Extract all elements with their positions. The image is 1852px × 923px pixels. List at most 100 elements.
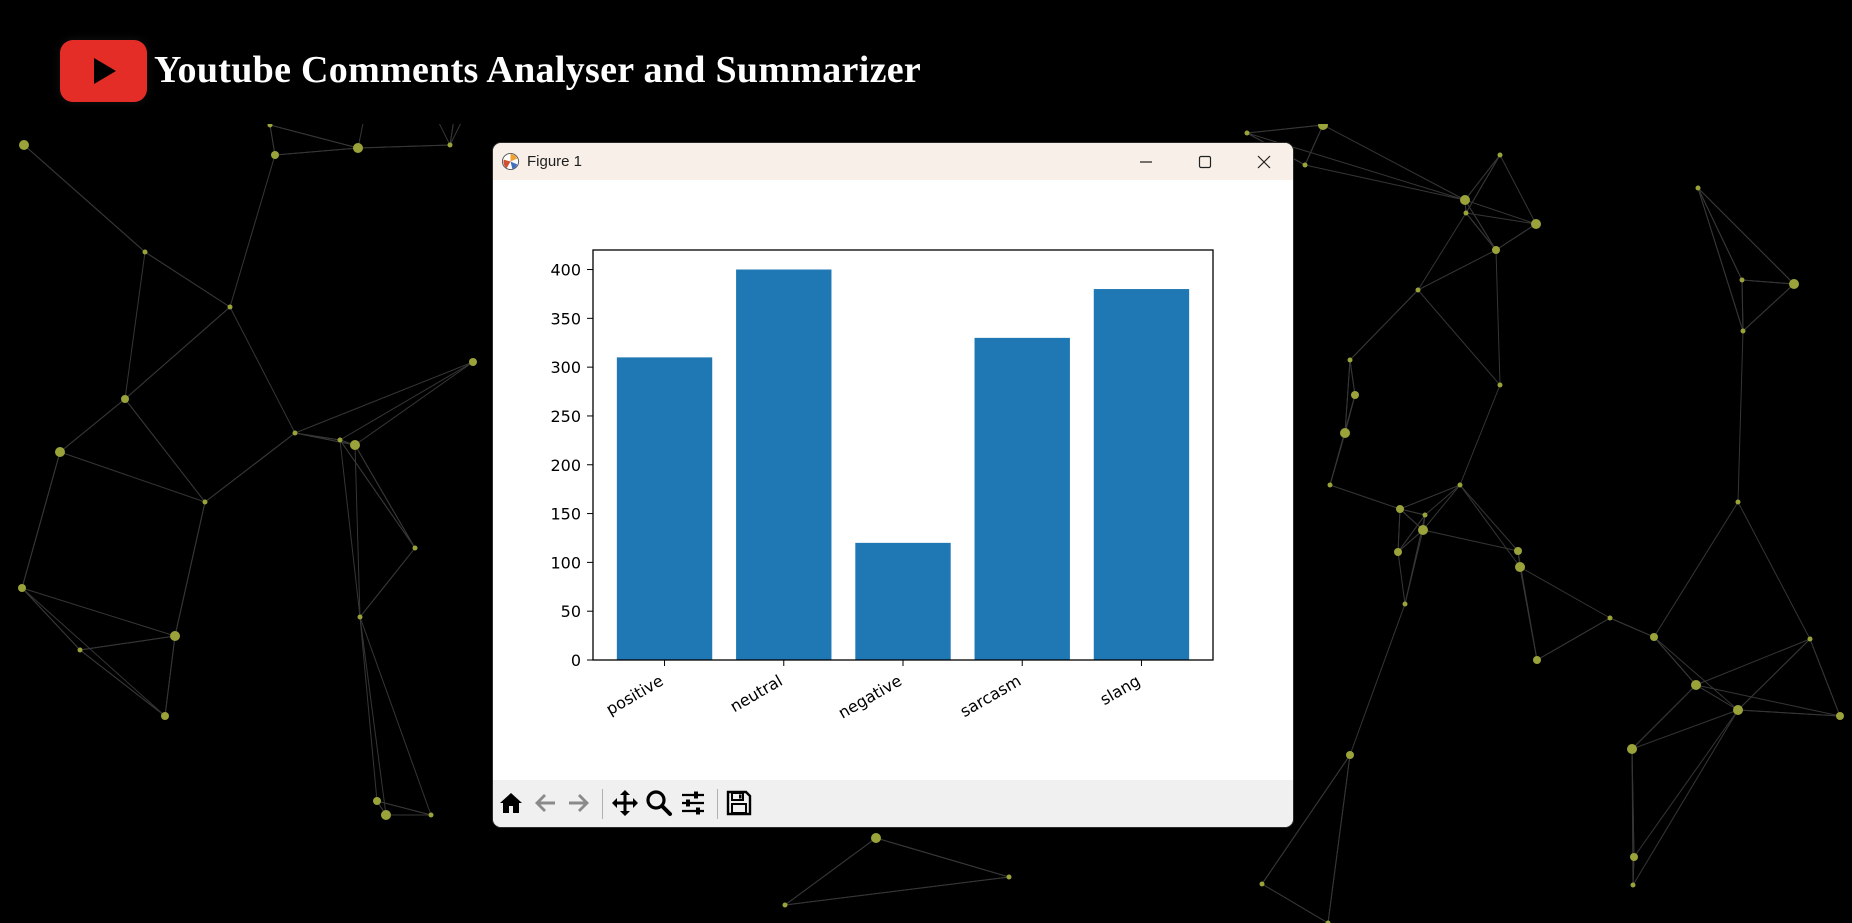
network-node xyxy=(1327,482,1333,488)
toolbar-separator xyxy=(602,789,603,819)
network-node xyxy=(350,440,360,450)
network-node xyxy=(1607,615,1613,621)
y-tick-label: 100 xyxy=(550,553,581,572)
maximize-button[interactable] xyxy=(1176,143,1234,180)
network-node xyxy=(1735,499,1741,505)
network-node xyxy=(1418,525,1428,535)
network-node xyxy=(1351,391,1359,399)
network-node xyxy=(1415,287,1421,293)
network-node xyxy=(412,545,418,551)
network-node xyxy=(353,143,363,153)
network-node xyxy=(1691,680,1701,690)
network-node xyxy=(1422,512,1428,518)
network-node xyxy=(1346,751,1354,759)
network-node xyxy=(1515,562,1525,572)
network-node xyxy=(1259,881,1265,887)
configure-subplots-button[interactable] xyxy=(678,788,708,818)
configure-subplots-icon xyxy=(682,791,704,815)
y-tick-label: 0 xyxy=(571,651,581,670)
forward-button[interactable] xyxy=(564,788,594,818)
network-node xyxy=(1492,246,1500,254)
network-node xyxy=(381,810,391,820)
y-tick-label: 200 xyxy=(550,456,581,475)
forward-arrow-icon xyxy=(569,794,589,812)
x-tick-label: negative xyxy=(835,671,905,722)
close-icon xyxy=(1257,155,1271,168)
network-node xyxy=(202,499,208,505)
network-node xyxy=(1460,195,1470,205)
save-icon xyxy=(726,790,752,816)
back-arrow-icon xyxy=(535,794,555,812)
pan-icon xyxy=(612,790,638,816)
network-node xyxy=(1533,656,1541,664)
network-node xyxy=(121,395,129,403)
network-node xyxy=(1740,328,1746,334)
toolbar-separator xyxy=(717,789,718,819)
app-title: Youtube Comments Analyser and Summarizer xyxy=(154,49,922,91)
window-titlebar[interactable]: Figure 1 xyxy=(493,143,1293,180)
network-node xyxy=(1463,210,1469,216)
y-tick-label: 350 xyxy=(550,309,581,328)
network-node xyxy=(55,447,65,457)
network-node xyxy=(1627,744,1637,754)
x-tick-label: slang xyxy=(1097,671,1144,709)
network-node xyxy=(1695,185,1701,191)
pan-button[interactable] xyxy=(610,788,640,818)
network-node xyxy=(1325,920,1331,923)
network-node xyxy=(1739,277,1745,283)
network-node xyxy=(19,140,29,150)
network-node xyxy=(1836,712,1844,720)
network-node xyxy=(1347,357,1353,363)
network-node xyxy=(170,631,180,641)
network-node xyxy=(77,647,83,653)
y-tick-label: 250 xyxy=(550,407,581,426)
network-node xyxy=(428,812,434,818)
app-header: Youtube Comments Analyser and Summarizer xyxy=(0,0,1852,124)
maximize-icon xyxy=(1198,155,1212,168)
network-node xyxy=(1340,428,1350,438)
network-node xyxy=(447,142,453,148)
bar-neutral xyxy=(736,269,832,660)
network-node xyxy=(357,614,363,620)
minimize-icon xyxy=(1140,160,1152,163)
close-button[interactable] xyxy=(1235,143,1293,180)
y-tick-label: 150 xyxy=(550,505,581,524)
network-node xyxy=(469,358,477,366)
network-node xyxy=(1497,152,1503,158)
home-button[interactable] xyxy=(496,788,526,818)
network-node xyxy=(1531,219,1541,229)
navigation-toolbar xyxy=(493,780,1293,827)
network-node xyxy=(1396,505,1404,513)
figure-canvas[interactable]: 0 50 100 150 200 250 300 350 400 positive neutral n… xyxy=(493,180,1293,780)
bar-slang xyxy=(1093,289,1190,660)
bar-positive xyxy=(616,357,713,660)
x-tick-label: neutral xyxy=(727,671,786,716)
zoom-icon xyxy=(646,790,672,816)
home-icon xyxy=(500,793,522,813)
save-button[interactable] xyxy=(724,788,754,818)
network-node xyxy=(1789,279,1799,289)
network-node xyxy=(1630,853,1638,861)
figure-window[interactable]: Figure 1 0 50 100 150 200 250 300 350 400 positiv… xyxy=(493,143,1293,827)
bar-negative xyxy=(855,542,951,660)
network-node xyxy=(18,584,26,592)
y-tick-label: 50 xyxy=(561,602,581,621)
network-node xyxy=(271,151,279,159)
zoom-button[interactable] xyxy=(644,788,674,818)
back-button[interactable] xyxy=(530,788,560,818)
network-node xyxy=(1006,874,1012,880)
network-node xyxy=(1630,882,1636,888)
bar-sarcasm xyxy=(974,337,1070,660)
network-node xyxy=(227,304,233,310)
network-node xyxy=(1402,601,1408,607)
network-node xyxy=(1497,382,1503,388)
y-tick-label: 400 xyxy=(550,261,581,280)
minimize-button[interactable] xyxy=(1117,143,1175,180)
bar-chart: 0 50 100 150 200 250 300 350 400 positive neutral n… xyxy=(550,249,1214,722)
network-node xyxy=(337,437,343,443)
matplotlib-icon xyxy=(501,152,520,171)
network-node xyxy=(1514,547,1522,555)
x-tick-label: positive xyxy=(603,671,667,719)
youtube-logo-icon xyxy=(60,40,147,102)
